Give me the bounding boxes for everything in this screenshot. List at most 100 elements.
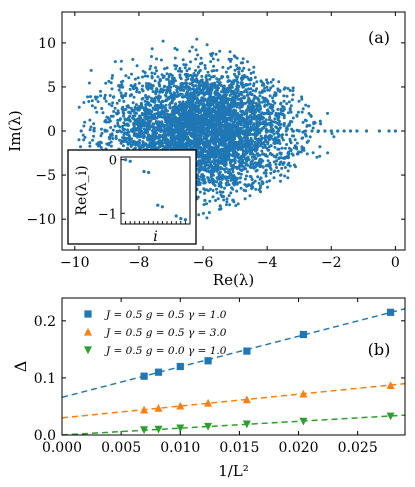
eigenvalue-point — [153, 99, 156, 103]
eigenvalue-point — [159, 58, 163, 62]
eigenvalue-point — [275, 131, 279, 134]
eigenvalue-point — [255, 80, 259, 84]
eigenvalue-point — [273, 117, 277, 121]
eigenvalue-point — [251, 89, 255, 93]
eigenvalue-point — [175, 88, 179, 92]
eigenvalue-point — [282, 87, 286, 91]
eigenvalue-point — [296, 110, 300, 114]
eigenvalue-point — [244, 149, 248, 153]
eigenvalue-point — [200, 165, 204, 169]
eigenvalue-point — [255, 120, 259, 124]
eigenvalue-point — [210, 75, 214, 79]
eigenvalue-point — [121, 124, 125, 128]
eigenvalue-point — [147, 120, 151, 124]
eigenvalue-point — [255, 163, 259, 166]
eigenvalue-point — [136, 119, 140, 123]
eigenvalue-point — [214, 199, 217, 202]
eigenvalue-point — [245, 143, 249, 147]
eigenvalue-point — [283, 166, 287, 169]
eigenvalue-point — [189, 60, 192, 64]
eigenvalue-point — [206, 82, 210, 86]
eigenvalue-point — [159, 127, 163, 131]
eigenvalue-point — [210, 173, 214, 177]
eigenvalue-point — [183, 73, 187, 76]
eigenvalue-point — [241, 61, 245, 65]
eigenvalue-point — [158, 84, 162, 88]
eigenvalue-point — [246, 60, 249, 64]
eigenvalue-point — [200, 74, 204, 78]
eigenvalue-point — [164, 91, 168, 95]
eigenvalue-point — [268, 112, 272, 116]
eigenvalue-point — [149, 64, 153, 68]
eigenvalue-point — [109, 144, 113, 148]
eigenvalue-point — [221, 90, 225, 93]
eigenvalue-point — [255, 87, 259, 91]
eigenvalue-point — [214, 52, 218, 56]
eigenvalue-point — [219, 114, 223, 118]
eigenvalue-point — [231, 198, 235, 202]
eigenvalue-point — [139, 126, 143, 130]
eigenvalue-point — [267, 121, 271, 125]
eigenvalue-point — [161, 88, 165, 92]
eigenvalue-point — [217, 78, 221, 81]
eigenvalue-point — [220, 101, 224, 105]
eigenvalue-point — [117, 99, 121, 102]
eigenvalue-point — [236, 202, 240, 206]
eigenvalue-point — [169, 85, 173, 89]
eigenvalue-point — [86, 95, 90, 99]
eigenvalue-point — [161, 104, 165, 108]
eigenvalue-point — [218, 93, 222, 97]
eigenvalue-point — [249, 161, 253, 165]
eigenvalue-point — [150, 71, 154, 75]
eigenvalue-point — [188, 132, 192, 136]
eigenvalue-point — [218, 49, 222, 53]
eigenvalue-point — [199, 147, 202, 151]
eigenvalue-point — [88, 141, 92, 145]
eigenvalue-point — [192, 72, 196, 75]
eigenvalue-point — [305, 152, 309, 156]
eigenvalue-point — [267, 164, 271, 168]
eigenvalue-point — [198, 114, 202, 118]
eigenvalue-point — [278, 89, 282, 92]
eigenvalue-point — [119, 91, 123, 95]
eigenvalue-point — [228, 106, 232, 110]
eigenvalue-point — [127, 76, 131, 80]
eigenvalue-point — [252, 65, 256, 69]
eigenvalue-point — [218, 96, 222, 100]
eigenvalue-point — [150, 74, 154, 78]
eigenvalue-point — [185, 123, 189, 127]
eigenvalue-point — [211, 195, 215, 199]
eigenvalue-point — [202, 187, 206, 191]
eigenvalue-point — [242, 154, 246, 158]
eigenvalue-point — [257, 123, 261, 126]
eigenvalue-point — [258, 117, 262, 121]
eigenvalue-point — [241, 74, 245, 78]
eigenvalue-point — [196, 163, 200, 166]
eigenvalue-point — [263, 103, 267, 107]
eigenvalue-point — [198, 69, 202, 72]
eigenvalue-point — [275, 153, 279, 157]
eigenvalue-point — [231, 124, 235, 128]
eigenvalue-point — [228, 203, 232, 207]
eigenvalue-point — [228, 118, 232, 122]
eigenvalue-point — [330, 132, 334, 135]
eigenvalue-point — [172, 84, 176, 88]
eigenvalue-point — [276, 107, 280, 111]
eigenvalue-point — [175, 90, 179, 94]
eigenvalue-point — [158, 104, 162, 108]
eigenvalue-point — [216, 58, 220, 62]
eigenvalue-point — [132, 125, 136, 129]
eigenvalue-point — [203, 199, 207, 202]
eigenvalue-point — [225, 123, 229, 126]
eigenvalue-point — [177, 69, 180, 73]
eigenvalue-point — [180, 95, 184, 99]
eigenvalue-point — [148, 67, 152, 71]
eigenvalue-point — [246, 183, 250, 187]
eigenvalue-point — [225, 144, 229, 148]
eigenvalue-point — [179, 102, 183, 106]
eigenvalue-point — [158, 121, 162, 125]
eigenvalue-point — [207, 105, 211, 109]
eigenvalue-point — [169, 113, 172, 117]
eigenvalue-point — [126, 146, 130, 150]
eigenvalue-point — [208, 77, 212, 81]
